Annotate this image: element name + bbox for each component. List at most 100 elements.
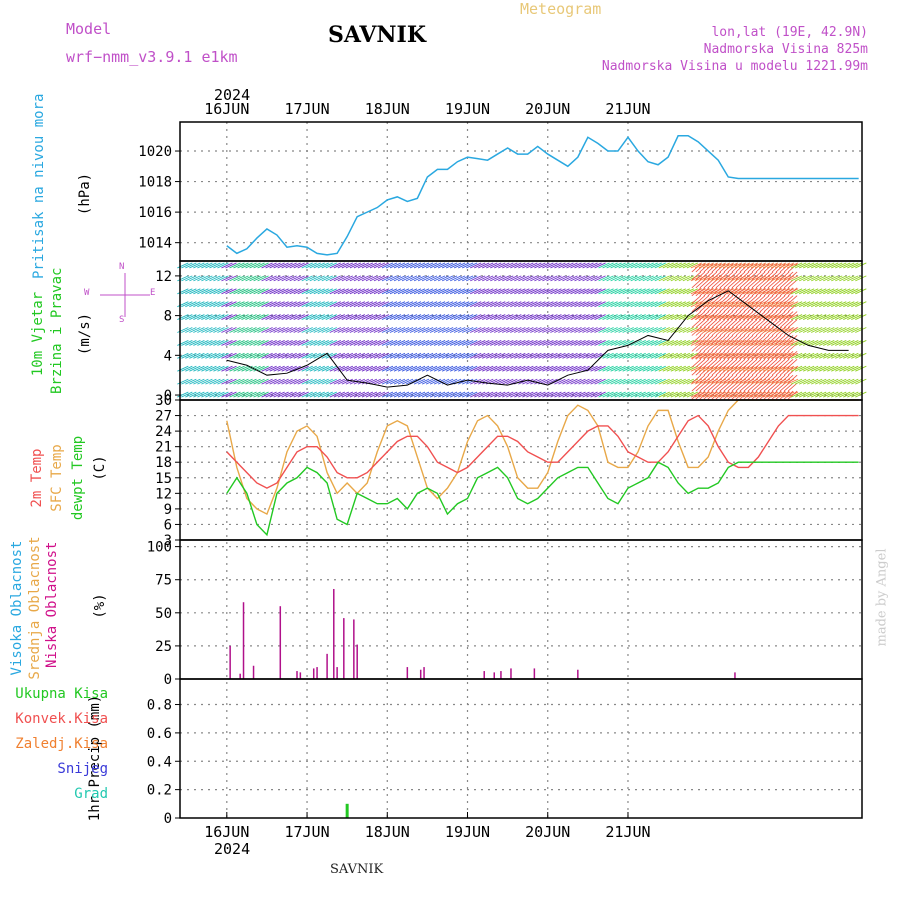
wind-barb [719,382,730,392]
wind-barb [189,327,201,333]
wind-barb [193,339,205,346]
wind-barb [562,365,574,372]
precip-legend-frz: Zaledj.Kisa [15,736,108,752]
wind-barb [831,275,843,282]
wind-barb [727,382,738,392]
wind-barb [719,271,730,281]
precip-bar [345,803,349,818]
wind-barb [457,301,470,308]
wind-barb [245,352,257,359]
wind-barb [337,352,349,359]
wind-barb [349,391,362,398]
wind-barb [727,390,738,400]
wind-barb [293,352,305,359]
wind-barb [699,295,710,305]
wind-barb [301,339,313,346]
wind-barb [783,311,794,320]
wind-barb [807,275,819,282]
wind-barb [823,352,835,359]
wind-barb [269,288,281,295]
wind-barb [719,366,730,376]
wind-barb [759,382,770,392]
wind-barb [245,327,257,333]
wind-barb [815,275,827,282]
wind-barb [373,262,386,269]
wind-barb [594,378,606,385]
wind-barb [839,262,851,269]
wind-barb [819,352,831,359]
wind-barb [835,352,847,359]
wind-barb [393,391,406,398]
wind-barb [486,301,498,308]
wind-barb [393,301,406,308]
wind-barb [739,311,750,320]
wind-barb [494,314,506,321]
wind-barb [289,301,301,308]
wind-barb [313,352,325,359]
altitude-text: Nadmorska Visina 825m [703,42,868,57]
wind-barb [570,365,582,372]
wind-barb [719,319,730,328]
wind-barb [417,314,430,321]
wind-barb [329,288,341,295]
wind-barb [670,391,682,398]
wind-barb [357,275,370,282]
wind-barb [269,339,281,346]
wind-barb [526,314,538,321]
wind-barb [775,374,786,384]
wind-barb [486,352,498,359]
wind-barb [674,301,686,308]
wind-barb [265,301,277,308]
precip-legend-hail: Grad [74,786,108,802]
wind-barb [317,327,329,333]
wind-barb [851,391,863,398]
wind-barb [425,327,438,333]
wind-barb [265,339,277,346]
wind-barb [273,352,285,359]
wind-barb [783,390,794,400]
wind-barb [670,378,682,385]
wind-barb [735,374,746,384]
wind-barb [747,374,758,384]
wind-barb [397,339,410,346]
wind-barb [237,275,249,282]
wind-barb [377,301,390,308]
wind-barb [715,311,726,320]
wind-barb [482,262,494,269]
wind-barb [843,275,855,282]
wind-barb [245,365,257,372]
wind-barb [790,327,803,333]
wind-barb [819,262,831,269]
wind-barb [221,262,233,269]
wind-barb [437,391,450,398]
wind-barb [767,374,778,384]
wind-barb [429,314,442,321]
wind-barb [429,391,442,398]
wind-barb [478,314,490,321]
wind-barb [317,339,329,346]
wind-barb [457,327,470,333]
wind-barb [811,275,823,282]
wind-barb [695,287,706,297]
wind-barb [205,391,217,398]
wind-barb [265,314,277,321]
wind-barb [197,339,209,346]
wind-barb [425,301,438,308]
wind-barb [510,262,522,269]
y-tick-label: 8 [164,309,172,325]
wind-barb [614,262,626,269]
wind-barb [213,339,225,346]
wind-barb [277,352,289,359]
wind-barb [405,365,418,372]
wind-barb [634,391,646,398]
wind-barb [618,327,630,333]
wind-barb [787,335,798,344]
wind-barb [843,301,855,308]
wind-barb [401,314,414,321]
wind-barb [486,339,498,346]
wind-barb [309,275,321,282]
wind-barb [333,288,345,295]
wind-barb [425,314,438,321]
wind-barb [217,378,229,385]
wind-barb [325,352,337,359]
